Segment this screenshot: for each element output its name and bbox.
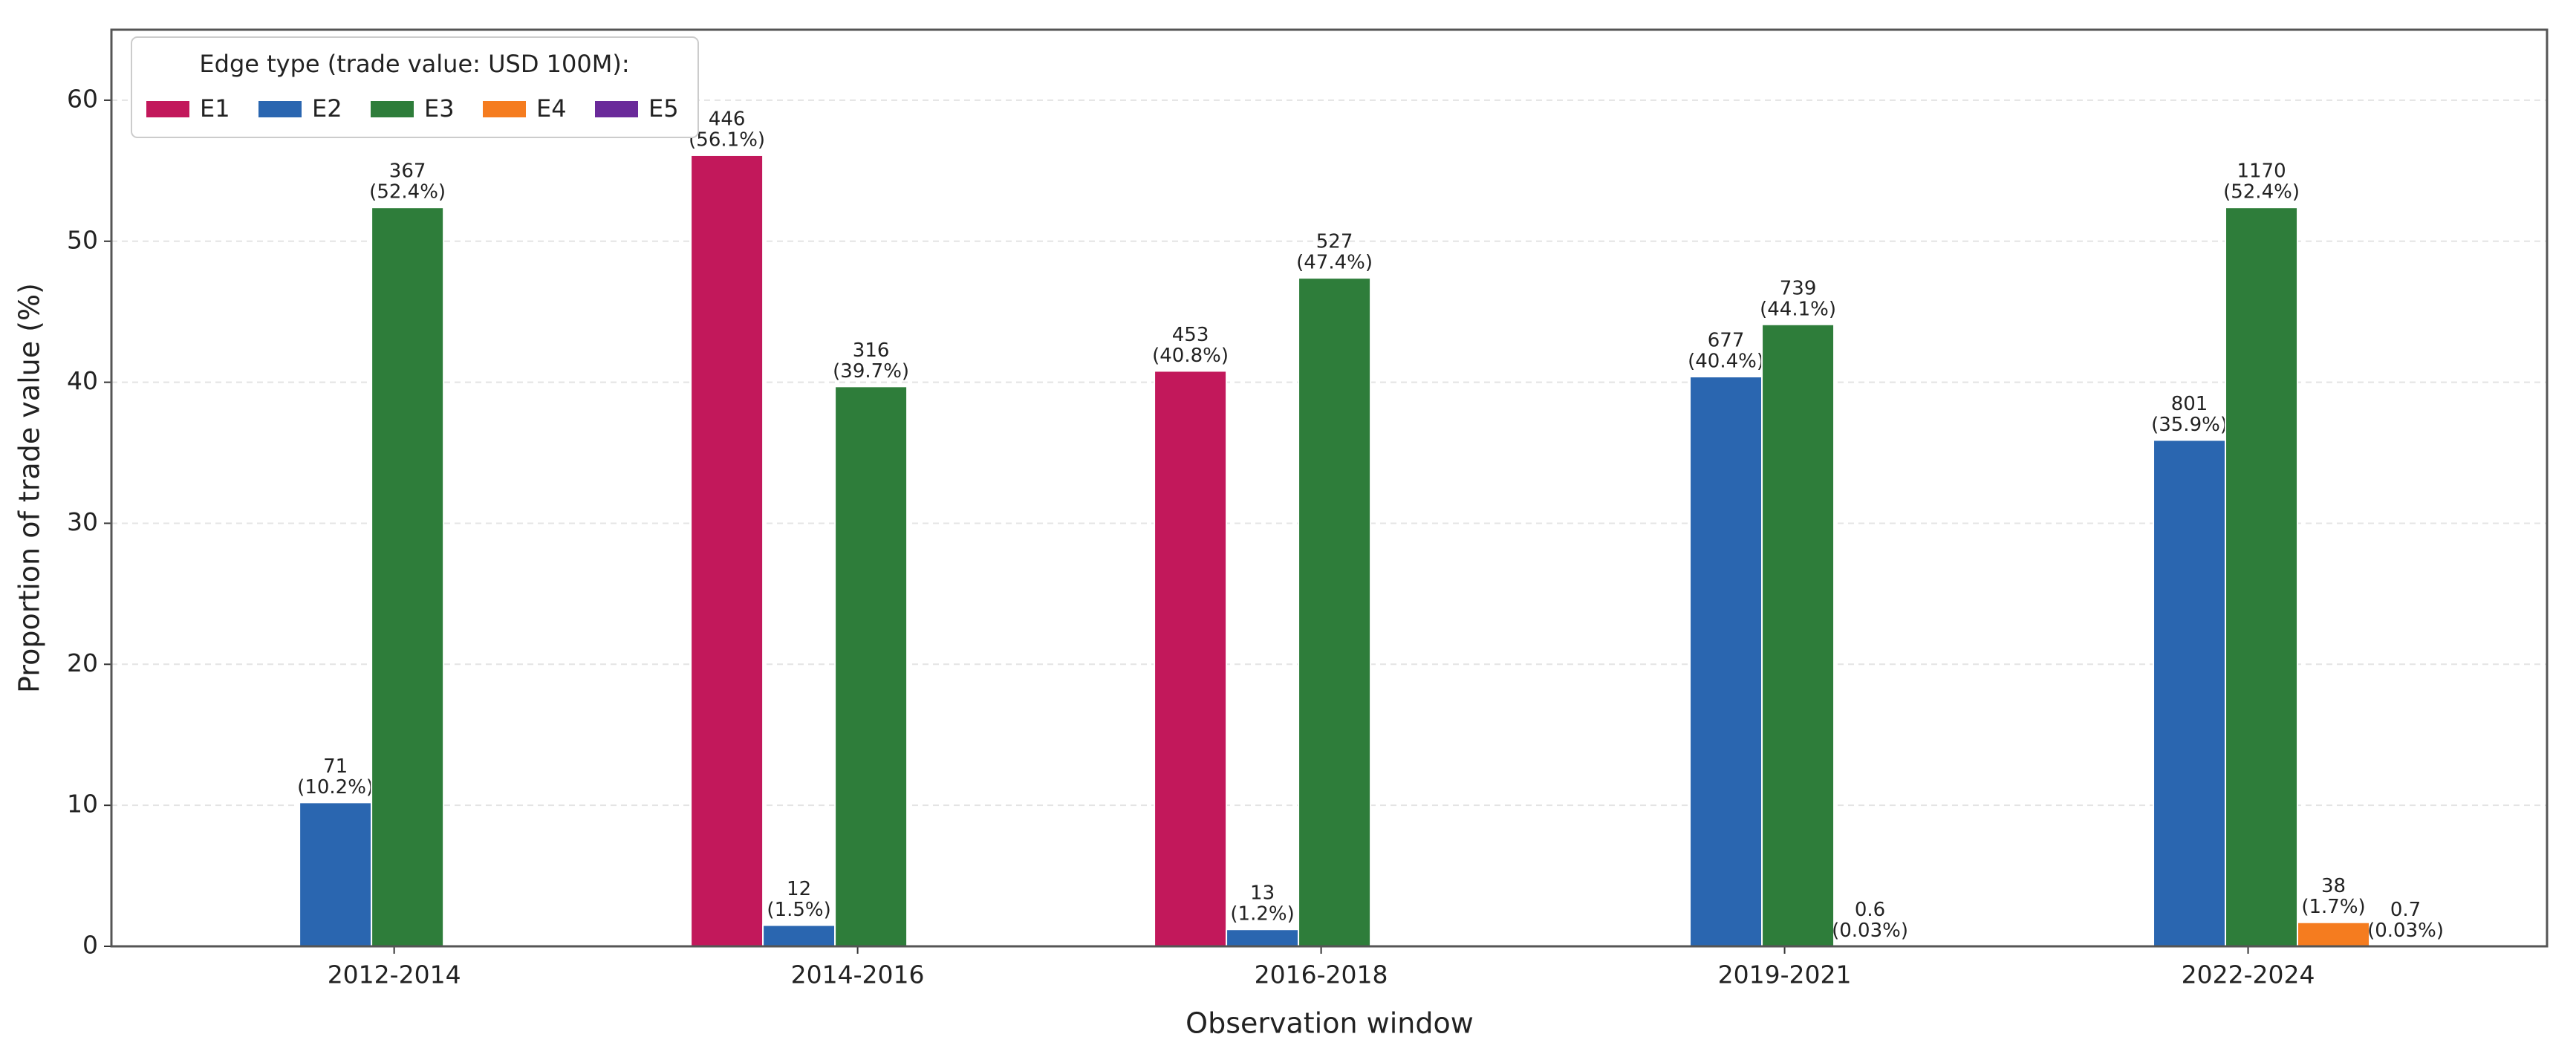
data-label-count: 677 (1708, 330, 1745, 352)
bar (2297, 921, 2371, 948)
data-label-count: 453 (1172, 324, 1209, 346)
data-label: (0.03%) (2367, 920, 2444, 942)
legend-label: E3 (424, 94, 455, 123)
x-tick-label: 2016-2018 (1255, 960, 1388, 989)
bar (299, 801, 373, 948)
data-label: (56.1%) (689, 129, 765, 151)
x-tick-label: 2022-2024 (2182, 960, 2315, 989)
bar (1689, 376, 1763, 947)
data-label-count: 367 (389, 160, 426, 183)
data-label: (0.03%) (1832, 920, 1908, 942)
data-label: (39.7%) (833, 360, 909, 383)
plot-frame (110, 28, 2549, 948)
bar (1298, 277, 1372, 948)
bar (1226, 928, 1300, 948)
data-label: (52.4%) (2223, 181, 2300, 204)
bar (1761, 323, 1835, 948)
y-tick-label: 40 (67, 366, 98, 395)
data-label-count: 1170 (2237, 160, 2286, 183)
legend-swatch (371, 101, 414, 117)
legend-title: Edge type (trade value: USD 100M): (199, 50, 629, 78)
legend-label: E2 (312, 94, 342, 123)
data-label-count: 12 (787, 878, 811, 900)
y-axis-label: Proportion of trade value (%) (13, 283, 46, 693)
legend-swatch (483, 101, 526, 117)
bar (2225, 206, 2299, 947)
bar (371, 206, 445, 947)
x-tick-label: 2019-2021 (1718, 960, 1852, 989)
bar (690, 154, 764, 947)
y-tick-label: 20 (67, 648, 98, 677)
legend-label: E5 (648, 94, 679, 123)
bar (2153, 439, 2227, 947)
data-label-count: 801 (2171, 393, 2208, 415)
y-tick-label: 10 (67, 790, 98, 819)
y-tick-label: 30 (67, 507, 98, 536)
data-label-count: 446 (709, 108, 746, 130)
data-label-count: 0.7 (2390, 899, 2421, 921)
data-label-count: 527 (1316, 231, 1353, 253)
data-label: (1.2%) (1230, 903, 1294, 926)
legend-swatch (258, 101, 302, 117)
legend-swatch (146, 101, 189, 117)
data-label: (1.5%) (767, 899, 830, 921)
bar (1154, 370, 1228, 948)
data-label: (44.1%) (1760, 298, 1836, 320)
data-label: (47.4%) (1296, 252, 1373, 274)
x-tick-label: 2012-2014 (328, 960, 461, 989)
y-tick-label: 0 (82, 931, 98, 960)
bar (834, 386, 908, 947)
x-axis-label: Observation window (1185, 1007, 1474, 1040)
data-label-count: 316 (853, 339, 890, 362)
bar (762, 924, 836, 947)
legend-label: E4 (536, 94, 567, 123)
data-label-count: 71 (323, 755, 348, 778)
data-label-count: 13 (1250, 882, 1275, 905)
data-label: (40.4%) (1688, 351, 1764, 373)
y-tick-label: 50 (67, 225, 98, 254)
data-label: (40.8%) (1152, 345, 1229, 367)
data-label-count: 0.6 (1855, 899, 1885, 921)
data-label-count: 739 (1780, 277, 1817, 299)
data-label-count: 38 (2321, 875, 2346, 897)
data-label: (10.2%) (297, 776, 374, 799)
data-label: (35.9%) (2151, 414, 2228, 436)
legend-label: E1 (200, 94, 230, 123)
legend-swatch (595, 101, 638, 117)
data-label: (52.4%) (369, 181, 446, 204)
x-tick-label: 2014-2016 (791, 960, 925, 989)
data-label: (1.7%) (2301, 896, 2365, 918)
y-tick-label: 60 (67, 84, 98, 113)
